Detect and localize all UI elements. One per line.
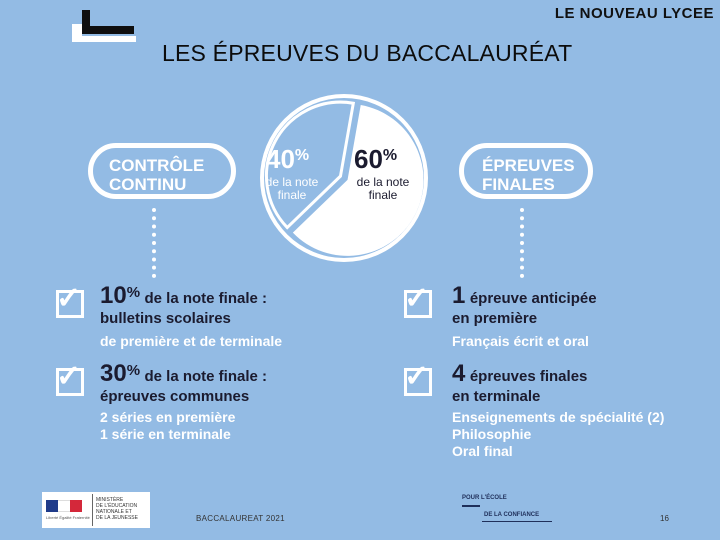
dotted-connector: [520, 208, 524, 278]
block-subtitle: en première: [452, 310, 538, 327]
ecole-logo-line: DE LA CONFIANCE: [484, 512, 540, 518]
right-block-1: 1 épreuve anticipée en première Français…: [452, 282, 692, 350]
ministry-name: MINISTÈRE DE L'ÉDUCATION NATIONALE ET DE…: [96, 497, 148, 521]
checkbox-icon: [404, 290, 432, 318]
pill-line: ÉPREUVES: [482, 156, 575, 175]
ministry-line: MINISTÈRE: [96, 497, 124, 503]
ecole-logo-bar: [462, 505, 480, 507]
pie-chart: [260, 94, 428, 262]
left-block-1: 10% de la note finale : bulletins scolai…: [100, 282, 340, 350]
pill-controle-continu: CONTRÔLE CONTINU: [88, 143, 236, 199]
block-percent-sign: %: [126, 284, 141, 301]
ecole-logo-line: POUR L'ÉCOLE: [462, 495, 507, 501]
pie-slice-40: [264, 100, 356, 230]
block-note: Philosophie: [452, 426, 532, 442]
pie-left-caption: de la note finale: [265, 175, 319, 202]
block-number: 30: [100, 360, 127, 387]
block-lead: de la note finale :: [144, 368, 268, 385]
slide-title: LES ÉPREUVES DU BACCALAURÉAT: [162, 40, 573, 66]
pie-slice-60: [292, 105, 424, 256]
flag-icon: [70, 500, 82, 512]
ministry-line: DE L'ÉDUCATION: [96, 503, 138, 509]
corner-mark: [72, 26, 134, 34]
block-note: Français écrit et oral: [452, 333, 589, 349]
block-lead: épreuves finales: [469, 368, 588, 385]
checkbox-icon: [404, 368, 432, 396]
checkmark-icon: ✓: [56, 360, 82, 393]
pill-line: CONTINU: [109, 175, 187, 194]
page-number: 16: [660, 514, 669, 523]
block-note: de première et de terminale: [100, 333, 283, 349]
block-note: Oral final: [452, 443, 513, 459]
corner-mark: [72, 36, 136, 42]
block-number: 10: [100, 282, 127, 309]
block-note: Enseignements de spécialité (2): [452, 409, 665, 425]
checkbox-icon: [56, 368, 84, 396]
pie-right-sign: %: [382, 147, 398, 164]
block-note: 2 séries en première: [100, 409, 236, 425]
ministry-line: DE LA JEUNESSE: [96, 515, 138, 521]
block-number: 4: [452, 360, 466, 387]
pie-right-percent: 60%: [354, 144, 397, 175]
corner-mark: [82, 10, 90, 34]
checkmark-icon: ✓: [404, 360, 430, 393]
checkmark-icon: ✓: [404, 282, 430, 315]
pie-left-sign: %: [294, 147, 310, 164]
checkmark-icon: ✓: [56, 282, 82, 315]
pill-line: FINALES: [482, 175, 555, 194]
header-label: LE NOUVEAU LYCEE: [554, 5, 714, 22]
checkbox-icon: [56, 290, 84, 318]
dotted-connector: [152, 208, 156, 278]
footer-caption: BACCALAUREAT 2021: [196, 514, 285, 523]
logo-separator: [92, 494, 93, 526]
right-block-2: 4 épreuves finales en terminale Enseigne…: [452, 360, 692, 460]
pie-left-number: 40: [266, 144, 295, 174]
flag-caption: Liberté Égalité Fraternité: [46, 515, 90, 520]
block-subtitle: bulletins scolaires: [100, 310, 231, 327]
left-block-2: 30% de la note finale : épreuves commune…: [100, 360, 340, 443]
pie-left-percent: 40%: [266, 144, 309, 175]
block-lead: de la note finale :: [144, 290, 268, 307]
block-lead: épreuve anticipée: [469, 290, 597, 307]
corner-mark: [72, 24, 82, 42]
block-note: 1 série en terminale: [100, 426, 231, 442]
pill-epreuves-finales: ÉPREUVES FINALES: [459, 143, 593, 199]
flag-icon: [58, 500, 70, 512]
block-percent-sign: %: [126, 362, 141, 379]
flag-icon: [46, 500, 58, 512]
ministry-line: NATIONALE ET: [96, 509, 132, 515]
block-subtitle: en terminale: [452, 388, 541, 405]
pill-line: CONTRÔLE: [109, 156, 205, 175]
block-subtitle: épreuves communes: [100, 388, 250, 405]
pie-right-number: 60: [354, 144, 383, 174]
block-number: 1: [452, 282, 466, 309]
ecole-logo-bar: [482, 521, 552, 522]
pie-right-caption: de la note finale: [356, 175, 410, 202]
